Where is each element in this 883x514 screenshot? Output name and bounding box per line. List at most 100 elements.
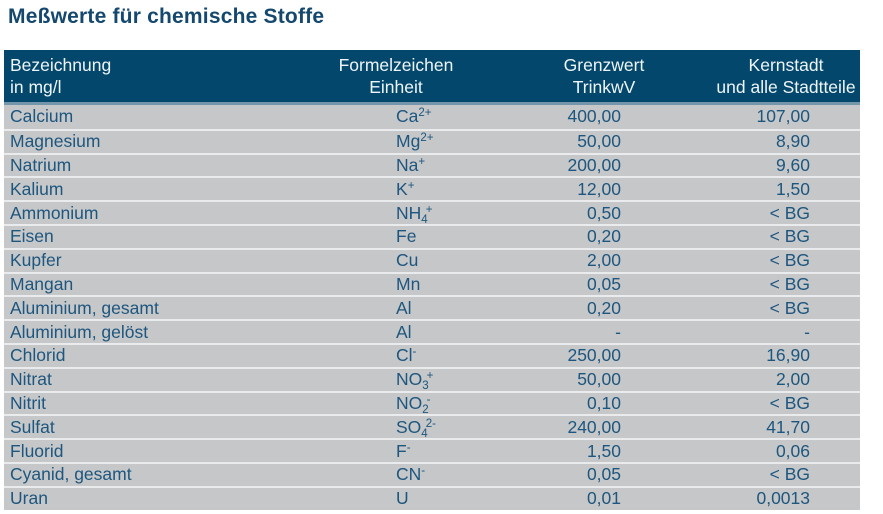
kernstadt-value: < BG xyxy=(704,200,860,224)
header-line: Formelzeichen xyxy=(338,55,454,75)
formula-subscript: 2 xyxy=(422,403,429,415)
grenzwert-value: 200,00 xyxy=(468,152,704,177)
table-row: Nitrat NO3+ 50,00 2,00 xyxy=(4,366,860,391)
formula-base: NO xyxy=(396,369,423,390)
kernstadt-value: 1,50 xyxy=(704,176,860,201)
formula-superscript: - xyxy=(421,465,426,478)
formula-symbol: Al xyxy=(324,319,468,343)
header-line: in mg/l xyxy=(10,77,62,97)
table-row: Cyanid, gesamt CN- 0,05 < BG xyxy=(4,461,860,486)
formula-symbol: CN- xyxy=(324,461,468,486)
formula-base: Mn xyxy=(396,273,421,294)
formula-base: Fe xyxy=(396,226,417,247)
table-row: Uran U 0,01 0,0013 xyxy=(4,485,860,510)
page-title: Meßwerte für chemische Stoffe xyxy=(8,5,325,28)
formula-symbol: NO3+ xyxy=(324,366,468,391)
formula-symbol: Fe xyxy=(324,223,468,248)
table-row: Kupfer Cu 2,00 < BG xyxy=(4,247,860,272)
grenzwert-value: 1,50 xyxy=(468,438,704,462)
table-row: Eisen Fe 0,20 < BG xyxy=(4,223,860,248)
formula-superscript: 2- xyxy=(425,417,436,430)
kernstadt-value: 41,70 xyxy=(704,414,860,439)
header-line: Einheit xyxy=(369,77,423,97)
table-row: Aluminium, gelöst Al - - xyxy=(4,319,860,343)
kernstadt-value: < BG xyxy=(704,390,860,415)
substance-name: Calcium xyxy=(4,105,324,129)
formula-symbol: Cu xyxy=(324,247,468,272)
substance-name: Kupfer xyxy=(4,247,324,272)
table-row: Natrium Na+ 200,00 9,60 xyxy=(4,152,860,177)
substance-name: Nitrit xyxy=(4,390,324,415)
kernstadt-value: 2,00 xyxy=(704,366,860,391)
measurements-table: Bezeichnung in mg/l Formelzeichen Einhei… xyxy=(4,50,860,510)
substance-name: Cyanid, gesamt xyxy=(4,461,324,486)
formula-symbol: Na+ xyxy=(324,152,468,177)
formula-base: SO xyxy=(396,416,422,437)
grenzwert-value: 2,00 xyxy=(468,247,704,272)
table-row: Mangan Mn 0,05 < BG xyxy=(4,271,860,296)
grenzwert-value: 0,05 xyxy=(468,461,704,486)
formula-superscript: + xyxy=(407,179,415,192)
formula-symbol: Ca2+ xyxy=(324,105,468,129)
grenzwert-value: 0,20 xyxy=(468,295,704,320)
grenzwert-value: 0,10 xyxy=(468,390,704,415)
col-header-bezeichnung: Bezeichnung in mg/l xyxy=(4,50,324,105)
grenzwert-value: 400,00 xyxy=(468,105,704,129)
formula-superscript: + xyxy=(418,155,426,168)
formula-symbol: Mn xyxy=(324,271,468,296)
substance-name: Chlorid xyxy=(4,342,324,367)
kernstadt-value: 0,06 xyxy=(704,438,860,462)
substance-name: Kalium xyxy=(4,176,324,201)
kernstadt-value: 8,90 xyxy=(704,128,860,153)
formula-base: NO xyxy=(396,392,423,413)
grenzwert-value: 50,00 xyxy=(468,366,704,391)
substance-name: Ammonium xyxy=(4,200,324,224)
kernstadt-value: < BG xyxy=(704,223,860,248)
formula-superscript: 2+ xyxy=(418,107,432,120)
formula-superscript: - xyxy=(426,393,431,406)
table-body: Calcium Ca2+ 400,00 107,00 Magnesium Mg2+ 50,0… xyxy=(4,105,860,510)
kernstadt-value: 0,0013 xyxy=(704,485,860,510)
formula-symbol: NH4+ xyxy=(324,200,468,224)
kernstadt-value: 16,90 xyxy=(704,342,860,367)
formula-base: CN xyxy=(396,464,422,485)
formula-symbol: U xyxy=(324,485,468,510)
grenzwert-value: 250,00 xyxy=(468,342,704,367)
table-row: Calcium Ca2+ 400,00 107,00 xyxy=(4,105,860,129)
formula-superscript: + xyxy=(425,203,433,216)
substance-name: Sulfat xyxy=(4,414,324,439)
substance-name: Nitrat xyxy=(4,366,324,391)
header-line: Grenzwert xyxy=(563,55,645,75)
table-row: Nitrit NO2- 0,10 < BG xyxy=(4,390,860,415)
header-line: TrinkwV xyxy=(572,77,636,97)
grenzwert-value: 0,20 xyxy=(468,223,704,248)
formula-base: Mg xyxy=(396,131,421,152)
formula-symbol: Mg2+ xyxy=(324,128,468,153)
formula-superscript: - xyxy=(406,441,411,454)
table-row: Aluminium, gesamt Al 0,20 < BG xyxy=(4,295,860,320)
table-row: Sulfat SO42- 240,00 41,70 xyxy=(4,414,860,439)
substance-name: Eisen xyxy=(4,223,324,248)
table-row: Magnesium Mg2+ 50,00 8,90 xyxy=(4,128,860,153)
formula-superscript: - xyxy=(412,346,417,359)
table-row: Fluorid F- 1,50 0,06 xyxy=(4,438,860,462)
col-header-kernstadt: Kernstadt und alle Stadtteile xyxy=(704,50,860,105)
table-row: Chlorid Cl- 250,00 16,90 xyxy=(4,342,860,367)
grenzwert-value: 0,50 xyxy=(468,200,704,224)
table-row: Kalium K+ 12,00 1,50 xyxy=(4,176,860,201)
table-header: Bezeichnung in mg/l Formelzeichen Einhei… xyxy=(4,50,860,105)
table-row: Ammonium NH4+ 0,50 < BG xyxy=(4,200,860,224)
formula-base: Al xyxy=(396,297,412,318)
kernstadt-value: - xyxy=(704,319,860,343)
formula-symbol: SO42- xyxy=(324,414,468,439)
kernstadt-value: < BG xyxy=(704,295,860,320)
formula-subscript: 4 xyxy=(421,213,428,224)
header-line: Bezeichnung xyxy=(10,55,112,75)
grenzwert-value: 0,01 xyxy=(468,485,704,510)
grenzwert-value: 50,00 xyxy=(468,128,704,153)
grenzwert-value: - xyxy=(468,319,704,343)
grenzwert-value: 0,05 xyxy=(468,271,704,296)
formula-symbol: Cl- xyxy=(324,342,468,367)
formula-base: Na xyxy=(396,154,419,175)
substance-name: Magnesium xyxy=(4,128,324,153)
